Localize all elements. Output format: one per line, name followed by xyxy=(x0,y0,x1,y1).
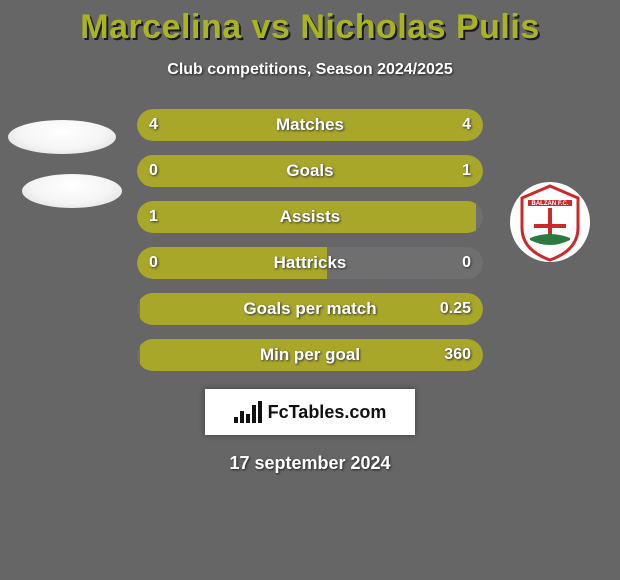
stat-label: Hattricks xyxy=(137,247,483,279)
stat-label: Goals per match xyxy=(137,293,483,325)
stat-row: Goals per match0.25 xyxy=(137,293,483,325)
stat-value-left: 1 xyxy=(149,201,158,233)
stat-row: Min per goal360 xyxy=(137,339,483,371)
stat-value-left: 0 xyxy=(149,247,158,279)
page-title: Marcelina vs Nicholas Pulis xyxy=(0,0,620,47)
stat-row: Assists1 xyxy=(137,201,483,233)
logo-text: FcTables.com xyxy=(268,402,387,423)
stat-value-right: 4 xyxy=(462,109,471,141)
svg-text:BALZAN F.C.: BALZAN F.C. xyxy=(532,201,569,207)
date-label: 17 september 2024 xyxy=(0,453,620,474)
stat-label: Assists xyxy=(137,201,483,233)
stat-value-right: 0.25 xyxy=(440,293,471,325)
stat-value-right: 360 xyxy=(444,339,471,371)
fctables-logo: FcTables.com xyxy=(205,389,415,435)
club-badge-right: BALZAN F.C. xyxy=(500,180,600,264)
stat-value-right: 1 xyxy=(462,155,471,187)
stat-row: Goals0 1 xyxy=(137,155,483,187)
stat-label: Goals xyxy=(137,155,483,187)
stat-value-left: 4 xyxy=(149,109,158,141)
page-subtitle: Club competitions, Season 2024/2025 xyxy=(0,61,620,79)
bars-icon xyxy=(234,401,262,423)
stat-label: Matches xyxy=(137,109,483,141)
stat-value-left: 0 xyxy=(149,155,158,187)
stat-row: Matches4 4 xyxy=(137,109,483,141)
stat-row: Hattricks0 0 xyxy=(137,247,483,279)
stat-value-right: 0 xyxy=(462,247,471,279)
player-left-placeholder-icon xyxy=(22,174,122,208)
stat-label: Min per goal xyxy=(137,339,483,371)
player-left-placeholder-icon xyxy=(8,120,116,154)
